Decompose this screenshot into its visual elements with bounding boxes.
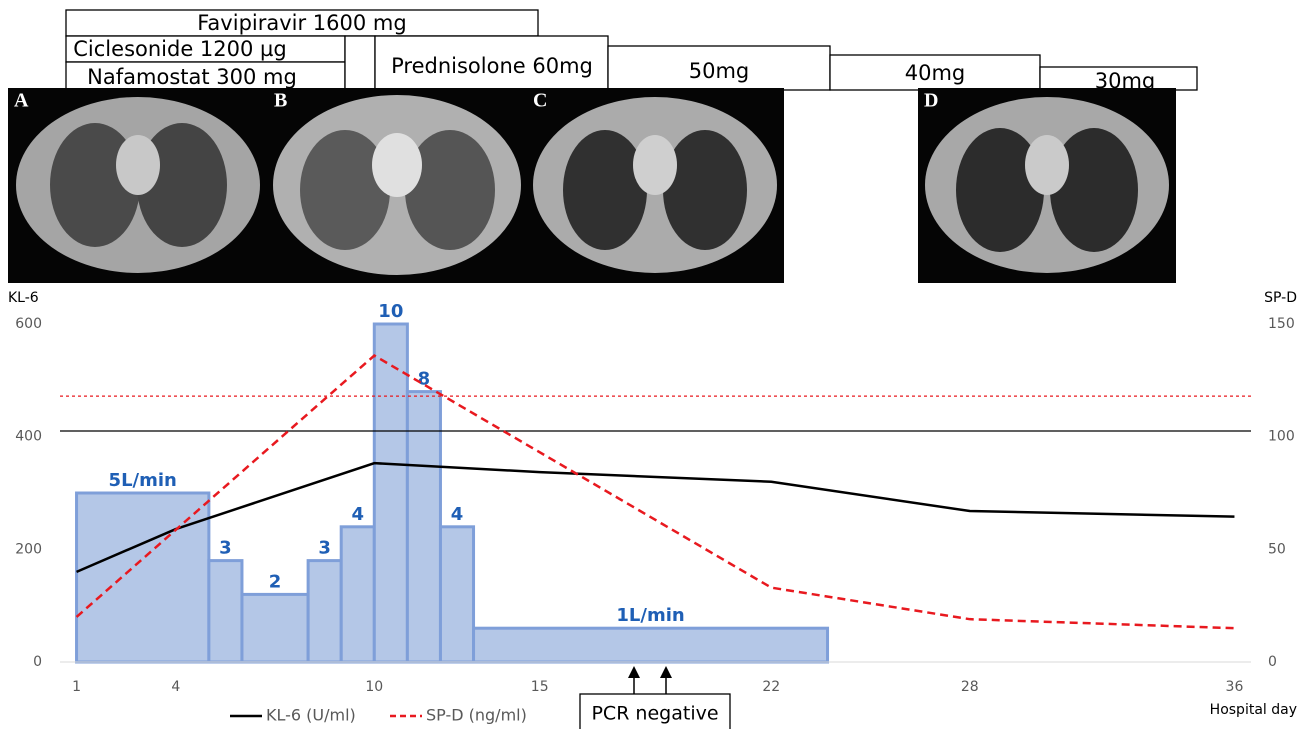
y-axis-title: KL-6 bbox=[8, 290, 39, 306]
oxygen-bar bbox=[472, 626, 830, 664]
treatment-box bbox=[829, 54, 1041, 91]
legend-label: KL-6 (U/ml) bbox=[266, 706, 356, 725]
y-tick-label: 0 bbox=[33, 654, 42, 670]
oxygen-bar bbox=[306, 559, 343, 664]
oxygen-label: 10 bbox=[378, 301, 403, 322]
legend-label: SP-D (ng/ml) bbox=[426, 706, 527, 725]
x-tick-label: 4 bbox=[171, 679, 180, 695]
y-tick-label: 600 bbox=[15, 316, 42, 332]
oxygen-label: 4 bbox=[351, 504, 364, 525]
ct-label: D bbox=[924, 90, 938, 112]
y2-tick-label: 0 bbox=[1268, 654, 1277, 670]
oxygen-label: 1L/min bbox=[616, 605, 684, 626]
oxygen-bar bbox=[438, 525, 476, 664]
x-tick-label: 10 bbox=[365, 679, 383, 695]
y-tick-label: 400 bbox=[15, 429, 42, 445]
oxygen-label: 4 bbox=[451, 504, 464, 525]
oxygen-label: 5L/min bbox=[109, 470, 177, 491]
ct-label: A bbox=[14, 90, 29, 112]
annotation-box bbox=[579, 693, 731, 729]
treatment-label: Favipiravir 1600 mg bbox=[197, 11, 406, 35]
oxygen-bar bbox=[372, 322, 409, 664]
line-series bbox=[76, 461, 1235, 574]
oxygen-label: 8 bbox=[418, 369, 431, 390]
ct-image bbox=[8, 88, 268, 283]
x-tick-label: 15 bbox=[531, 679, 549, 695]
x-tick-label: 28 bbox=[961, 679, 979, 695]
ct-image bbox=[918, 88, 1176, 283]
x-axis-title: Hospital day bbox=[1210, 702, 1297, 718]
y2-axis-title: SP-D bbox=[1264, 290, 1297, 306]
y2-tick-label: 100 bbox=[1268, 429, 1295, 445]
annotation: PCR negative bbox=[591, 703, 718, 725]
treatment-label: Prednisolone 60mg bbox=[391, 54, 593, 78]
oxygen-bar bbox=[207, 559, 244, 664]
x-tick-label: 1 bbox=[72, 679, 81, 695]
ct-image bbox=[527, 88, 784, 283]
oxygen-bar bbox=[405, 390, 442, 664]
line-series bbox=[75, 354, 1235, 630]
treatment-label: Nafamostat 300 mg bbox=[87, 65, 297, 89]
oxygen-label: 3 bbox=[219, 538, 232, 559]
y2-tick-label: 150 bbox=[1268, 316, 1295, 332]
y-tick-label: 200 bbox=[15, 541, 42, 557]
ct-label: B bbox=[274, 90, 287, 112]
treatment-label: Ciclesonide 1200 µg bbox=[73, 37, 286, 61]
x-tick-label: 22 bbox=[762, 679, 780, 695]
treatment-label: 40mg bbox=[905, 61, 966, 85]
treatment-box bbox=[344, 35, 376, 91]
treatment-box bbox=[65, 9, 539, 37]
treatment-box bbox=[65, 35, 346, 63]
oxygen-bar bbox=[240, 592, 310, 664]
oxygen-label: 2 bbox=[269, 571, 282, 592]
x-tick-label: 36 bbox=[1226, 679, 1244, 695]
ct-label: C bbox=[533, 90, 547, 112]
treatment-label: 50mg bbox=[689, 59, 750, 83]
y2-tick-label: 50 bbox=[1268, 541, 1286, 557]
oxygen-bar bbox=[339, 525, 376, 664]
oxygen-label: 3 bbox=[318, 538, 331, 559]
ct-image bbox=[268, 88, 527, 283]
